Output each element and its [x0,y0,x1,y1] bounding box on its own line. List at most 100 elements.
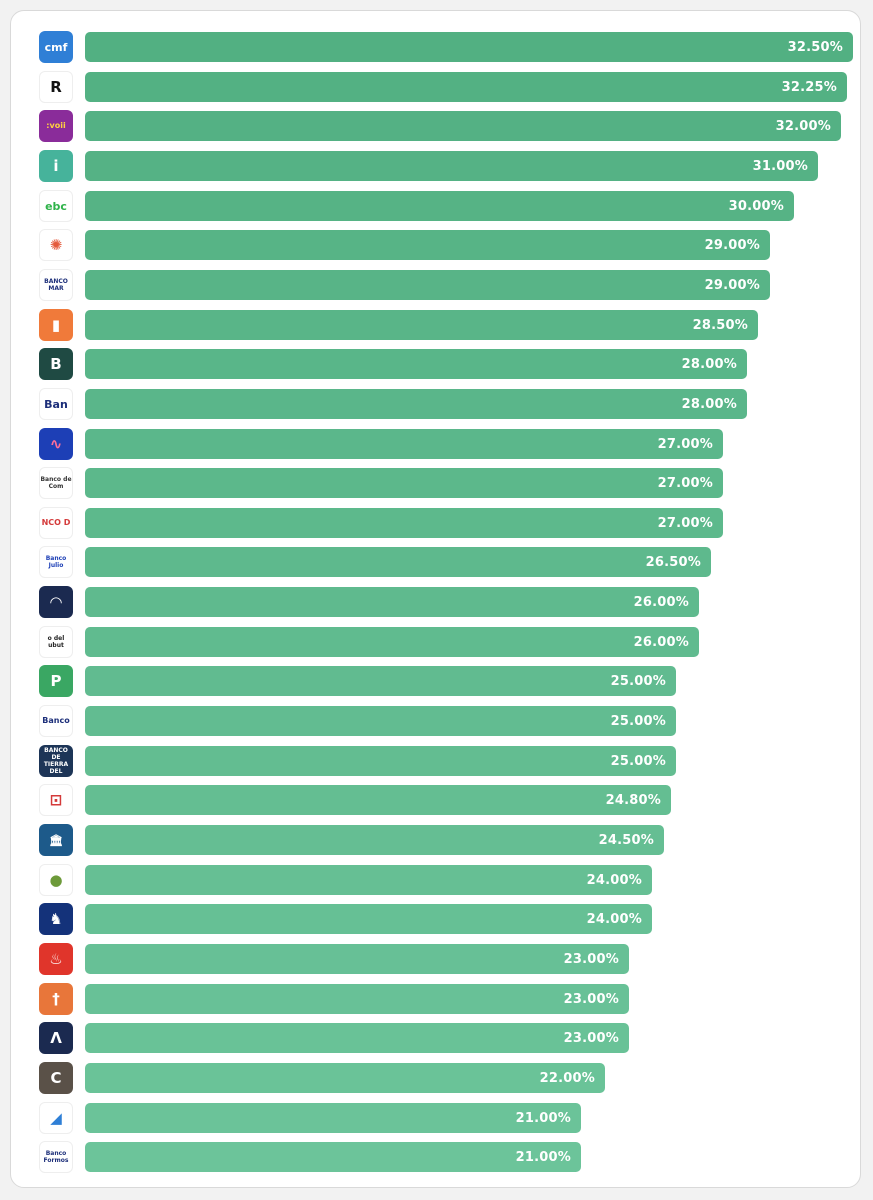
bar-row: Banco 25.00% [39,705,859,737]
cmf-logo-icon: cmf [39,31,73,63]
bar-row: ◢ 21.00% [39,1102,859,1134]
bar-value-label: 23.00% [563,951,619,967]
bar-row: Banco Julio 26.50% [39,546,859,578]
wave-logo-icon: ∿ [39,428,73,460]
bar: 25.00% [85,666,676,696]
bar-row: Λ 23.00% [39,1022,859,1054]
bar-value-label: 24.80% [605,792,661,808]
bar: 32.50% [85,32,853,62]
ban-logo-icon: Ban [39,388,73,420]
bar-row: R 32.25% [39,71,859,103]
tierra-del-fuego-logo-icon: BANCO DE TIERRA DEL [39,745,73,777]
bar-row: ✺ 29.00% [39,229,859,261]
bar-row: ♨ 23.00% [39,943,859,975]
bar-row: NCO D 27.00% [39,507,859,539]
bar-row: Ban 28.00% [39,388,859,420]
r-circle-logo-icon: R [39,71,73,103]
flame-logo-icon: ♨ [39,943,73,975]
arc-logo-icon: ◠ [39,586,73,618]
banco-small-logo-icon: Banco [39,705,73,737]
bar: 28.00% [85,389,747,419]
b-logo-icon: B [39,348,73,380]
bar-value-label: 31.00% [752,158,808,174]
bar: 24.00% [85,904,652,934]
bar-value-label: 26.50% [645,554,701,570]
lambda-logo-icon: Λ [39,1022,73,1054]
bar-value-label: 27.00% [657,436,713,452]
bar: 32.25% [85,72,847,102]
voii-logo-icon: :voii [39,110,73,142]
banco-julio-logo-icon: Banco Julio [39,546,73,578]
bar-value-label: 28.50% [692,317,748,333]
bar-value-label: 28.00% [681,356,737,372]
bookmark-logo-icon: ▮ [39,309,73,341]
bar-value-label: 32.00% [775,118,831,134]
bar-value-label: 29.00% [704,237,760,253]
bar-value-label: 25.00% [610,673,666,689]
bar-row: ebc 30.00% [39,190,859,222]
bar-row: C 22.00% [39,1062,859,1094]
bar-row: cmf 32.50% [39,31,859,63]
bar: 30.00% [85,191,794,221]
bar-row: i 31.00% [39,150,859,182]
nco-d-logo-icon: NCO D [39,507,73,539]
p-logo-icon: P [39,665,73,697]
c-logo-icon: C [39,1062,73,1094]
bar-row: BANCO DE TIERRA DEL 25.00% [39,745,859,777]
banco-comercio-logo-icon: Banco de Com [39,467,73,499]
bar-row: B 28.00% [39,348,859,380]
bar-value-label: 29.00% [704,277,760,293]
bar-row: ◠ 26.00% [39,586,859,618]
bar-row: Banco Formos 21.00% [39,1141,859,1173]
bar: 24.50% [85,825,664,855]
bar: 28.50% [85,310,758,340]
bar: 27.00% [85,468,723,498]
bar-value-label: 27.00% [657,475,713,491]
banco-mar-logo-icon: BANCO MAR [39,269,73,301]
bar-row: ♞ 24.00% [39,903,859,935]
bar-value-label: 27.00% [657,515,713,531]
bar-value-label: 26.00% [633,594,689,610]
bar-row: ▮ 28.50% [39,309,859,341]
bar-value-label: 25.00% [610,753,666,769]
bar-row: :voii 32.00% [39,110,859,142]
bar-value-label: 25.00% [610,713,666,729]
bar: 25.00% [85,746,676,776]
bar-value-label: 24.50% [598,832,654,848]
bar: 29.00% [85,230,770,260]
bar-value-label: 24.00% [586,911,642,927]
chart-card: cmf 32.50% R 32.25% :voii 32.00% i 31.00% ebc 30.… [10,10,861,1188]
bar: 23.00% [85,1023,629,1053]
green-globe-logo-icon: ● [39,864,73,896]
chubut-logo-icon: o del ubut [39,626,73,658]
bar: 22.00% [85,1063,605,1093]
bar-value-label: 22.00% [539,1070,595,1086]
bar: 24.00% [85,865,652,895]
bar-row: ∿ 27.00% [39,428,859,460]
bar-value-label: 21.00% [515,1149,571,1165]
bar: 27.00% [85,429,723,459]
bar-row: ⊡ 24.80% [39,784,859,816]
bar: 27.00% [85,508,723,538]
bar: 23.00% [85,944,629,974]
bar-value-label: 32.25% [781,79,837,95]
bar-value-label: 30.00% [728,198,784,214]
ebc-logo-icon: ebc [39,190,73,222]
bar-row: ● 24.00% [39,864,859,896]
bar: 21.00% [85,1103,581,1133]
bank-building-logo-icon: 🏛 [39,824,73,856]
bar: 25.00% [85,706,676,736]
bar: 26.00% [85,587,699,617]
sunburst-logo-icon: ✺ [39,229,73,261]
bar-row: BANCO MAR 29.00% [39,269,859,301]
banco-formosa-logo-icon: Banco Formos [39,1141,73,1173]
bar-row: † 23.00% [39,983,859,1015]
bar: 24.80% [85,785,671,815]
bar-value-label: 28.00% [681,396,737,412]
bar-row: 🏛 24.50% [39,824,859,856]
bar: 31.00% [85,151,818,181]
bar: 26.50% [85,547,711,577]
bar-value-label: 32.50% [787,39,843,55]
bar-value-label: 23.00% [563,991,619,1007]
bar-value-label: 24.00% [586,872,642,888]
